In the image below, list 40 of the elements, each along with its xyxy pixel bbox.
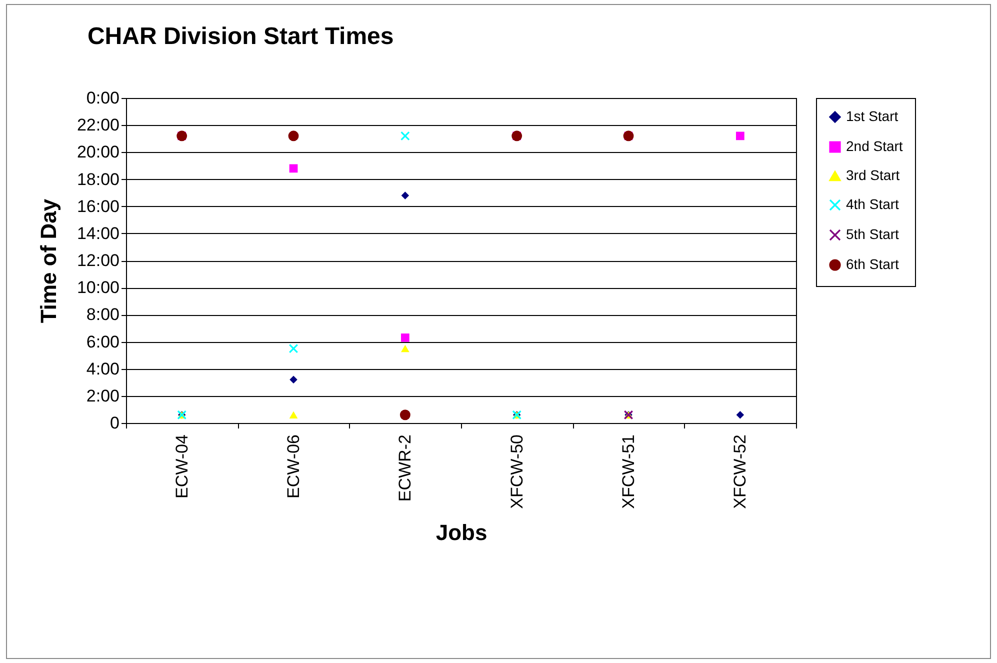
y-tick-label: 0:00 [86,88,120,108]
y-tick-label: 18:00 [76,170,120,189]
x-tick-label: ECW-06 [284,434,303,498]
point [288,130,299,142]
point [400,410,410,420]
y-tick-label: 14:00 [76,224,120,243]
y-tick-label: 0 [110,414,120,432]
x-tick-label: ECWR-2 [396,434,415,502]
legend-label: 1st Start [846,108,898,124]
x-tick-label: ECW-04 [172,434,192,498]
y-axis-title: Time of Day [36,198,61,324]
point [289,411,298,418]
legend-label: 2nd Start [846,138,903,154]
legend-label: 3rd Start [846,167,900,183]
point [290,376,298,384]
point [400,344,410,352]
y-tick-label: 20:00 [76,142,120,162]
y-tick-label: 8:00 [86,305,120,324]
y-tick-label: 10:00 [76,278,120,298]
y-tick-label: 12:00 [76,251,120,270]
x-tick-label: XFCW-52 [730,434,750,509]
y-tick-label: 4:00 [86,359,120,378]
y-tick-label: 22:00 [76,116,120,135]
chart-title: CHAR Division Start Times [87,23,394,50]
x-tick-label: XFCW-51 [619,434,638,509]
point [400,131,410,141]
point [736,132,744,140]
y-tick-label: 2:00 [86,386,120,406]
legend-label: 4th Start [846,196,900,212]
x-axis-title: Jobs [436,520,488,545]
legend-label: 6th Start [846,256,900,272]
point [400,334,410,342]
y-tick-label: 16:00 [76,196,120,216]
legend-label: 5th Start [846,226,900,242]
point [401,192,410,200]
y-tick-label: 6:00 [86,332,120,352]
point [289,164,298,173]
point [736,411,744,419]
x-tick-label: XFCW-50 [507,434,526,509]
point [288,344,298,354]
